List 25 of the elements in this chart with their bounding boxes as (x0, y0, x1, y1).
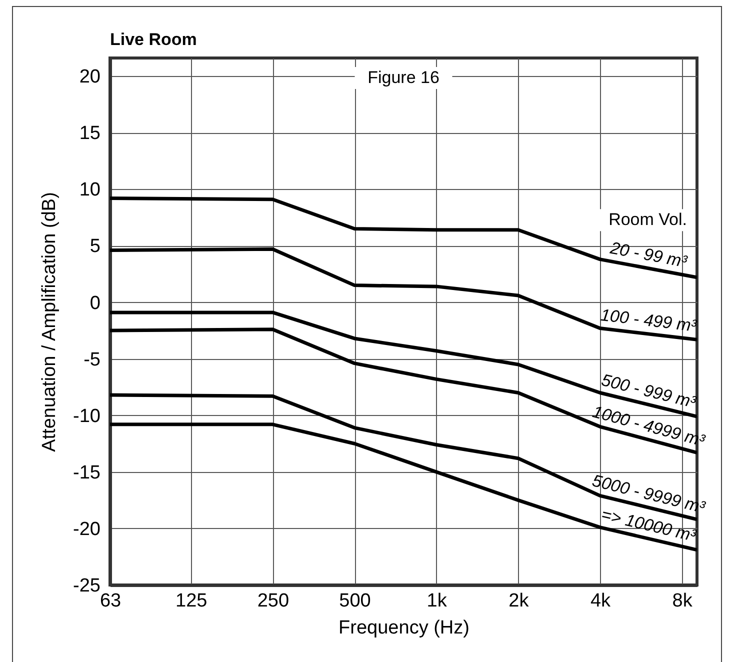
y-tick-label: 5 (90, 236, 100, 258)
y-tick-label: -25 (73, 576, 100, 596)
y-axis-title: Attenuation / Amplification (dB) (39, 192, 60, 452)
y-tick-label: 15 (79, 123, 100, 144)
x-tick-label: 125 (176, 590, 208, 612)
x-tick-label: 63 (100, 590, 122, 612)
x-axis-title: Frequency (Hz) (338, 618, 470, 638)
x-tick-label: 250 (257, 590, 290, 612)
chart-title: Live Room (110, 30, 197, 49)
annotation: Figure 16 (368, 68, 440, 87)
x-tick-label: 8k (672, 590, 693, 612)
y-tick-label: -20 (73, 518, 100, 540)
text: 100 - 499 m³ (600, 305, 699, 336)
x-tick-label: 500 (339, 590, 371, 612)
y-tick-label: 0 (90, 292, 100, 314)
y-tick-label: -10 (73, 406, 100, 427)
x-tick-label: 1k (426, 590, 448, 612)
y-tick-label: 20 (79, 66, 100, 88)
x-tick-label: 2k (508, 590, 530, 612)
y-tick-label: 10 (79, 180, 100, 201)
text: 20 - 99 m³ (608, 238, 690, 272)
y-tick-label: -5 (84, 349, 100, 370)
legend-title: Room Vol. (608, 210, 687, 230)
x-tick-label: 4k (590, 590, 611, 612)
y-tick-label: -15 (73, 462, 100, 484)
